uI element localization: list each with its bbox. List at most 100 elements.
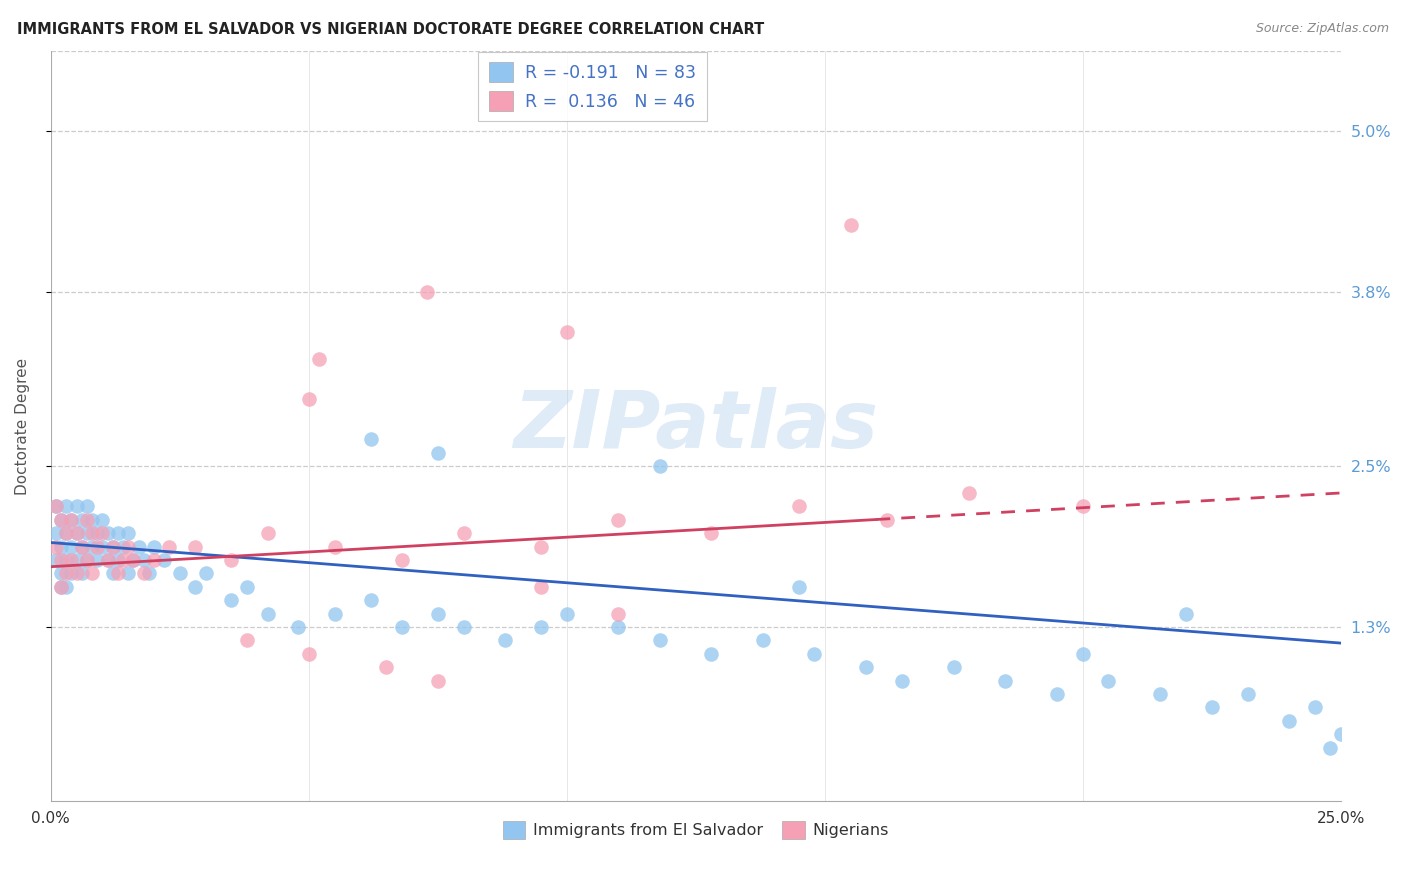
Point — [101, 540, 124, 554]
Point — [60, 513, 83, 527]
Point — [360, 433, 382, 447]
Point — [530, 540, 553, 554]
Text: IMMIGRANTS FROM EL SALVADOR VS NIGERIAN DOCTORATE DEGREE CORRELATION CHART: IMMIGRANTS FROM EL SALVADOR VS NIGERIAN … — [17, 22, 763, 37]
Point — [375, 660, 398, 674]
Point — [143, 553, 166, 567]
Point — [1319, 740, 1341, 755]
Point — [143, 540, 166, 554]
Point — [112, 553, 135, 567]
Point — [107, 553, 129, 567]
Text: ZIPatlas: ZIPatlas — [513, 387, 879, 465]
Point — [256, 607, 278, 621]
Point — [607, 607, 630, 621]
Point — [91, 526, 114, 541]
Point — [803, 647, 825, 661]
Point — [76, 553, 98, 567]
Point — [153, 553, 176, 567]
Point — [60, 513, 83, 527]
Legend: Immigrants from El Salvador, Nigerians: Immigrants from El Salvador, Nigerians — [496, 814, 896, 846]
Point — [49, 580, 72, 594]
Point — [700, 647, 723, 661]
Point — [994, 673, 1017, 688]
Point — [101, 566, 124, 581]
Point — [957, 486, 980, 500]
Point — [1046, 687, 1069, 701]
Point — [86, 553, 108, 567]
Point — [128, 540, 150, 554]
Point — [49, 580, 72, 594]
Point — [426, 607, 449, 621]
Point — [648, 633, 671, 648]
Point — [194, 566, 217, 581]
Point — [117, 526, 139, 541]
Point — [86, 526, 108, 541]
Point — [132, 566, 155, 581]
Point — [184, 580, 207, 594]
Point — [55, 526, 77, 541]
Point — [45, 500, 67, 514]
Point — [122, 553, 145, 567]
Point — [184, 540, 207, 554]
Point — [839, 218, 862, 232]
Point — [122, 553, 145, 567]
Point — [453, 620, 475, 634]
Point — [1149, 687, 1171, 701]
Point — [60, 553, 83, 567]
Point — [942, 660, 965, 674]
Point — [97, 553, 120, 567]
Point — [159, 540, 181, 554]
Point — [308, 351, 330, 366]
Point — [70, 566, 93, 581]
Point — [55, 580, 77, 594]
Point — [323, 540, 346, 554]
Point — [787, 500, 810, 514]
Point — [60, 566, 83, 581]
Point — [70, 540, 93, 554]
Point — [112, 540, 135, 554]
Point — [416, 285, 439, 299]
Point — [360, 593, 382, 607]
Point — [530, 580, 553, 594]
Point — [132, 553, 155, 567]
Point — [70, 513, 93, 527]
Point — [1278, 714, 1301, 728]
Point — [97, 526, 120, 541]
Point — [138, 566, 160, 581]
Point — [82, 566, 104, 581]
Point — [82, 540, 104, 554]
Point — [86, 540, 108, 554]
Point — [45, 500, 67, 514]
Point — [236, 633, 259, 648]
Point — [530, 620, 553, 634]
Point — [298, 392, 321, 406]
Point — [66, 566, 89, 581]
Y-axis label: Doctorate Degree: Doctorate Degree — [15, 358, 30, 494]
Point — [1174, 607, 1197, 621]
Point — [221, 593, 243, 607]
Point — [55, 526, 77, 541]
Point — [607, 513, 630, 527]
Point — [60, 540, 83, 554]
Point — [1236, 687, 1258, 701]
Point — [97, 553, 120, 567]
Point — [91, 513, 114, 527]
Point — [700, 526, 723, 541]
Point — [221, 553, 243, 567]
Point — [391, 553, 413, 567]
Point — [70, 540, 93, 554]
Point — [787, 580, 810, 594]
Point — [453, 526, 475, 541]
Point — [45, 553, 67, 567]
Point — [323, 607, 346, 621]
Point — [391, 620, 413, 634]
Point — [169, 566, 191, 581]
Point — [49, 553, 72, 567]
Point — [1303, 700, 1326, 714]
Point — [1071, 500, 1094, 514]
Point — [82, 513, 104, 527]
Point — [49, 566, 72, 581]
Point — [1201, 700, 1223, 714]
Point — [82, 526, 104, 541]
Point — [49, 513, 72, 527]
Point — [891, 673, 914, 688]
